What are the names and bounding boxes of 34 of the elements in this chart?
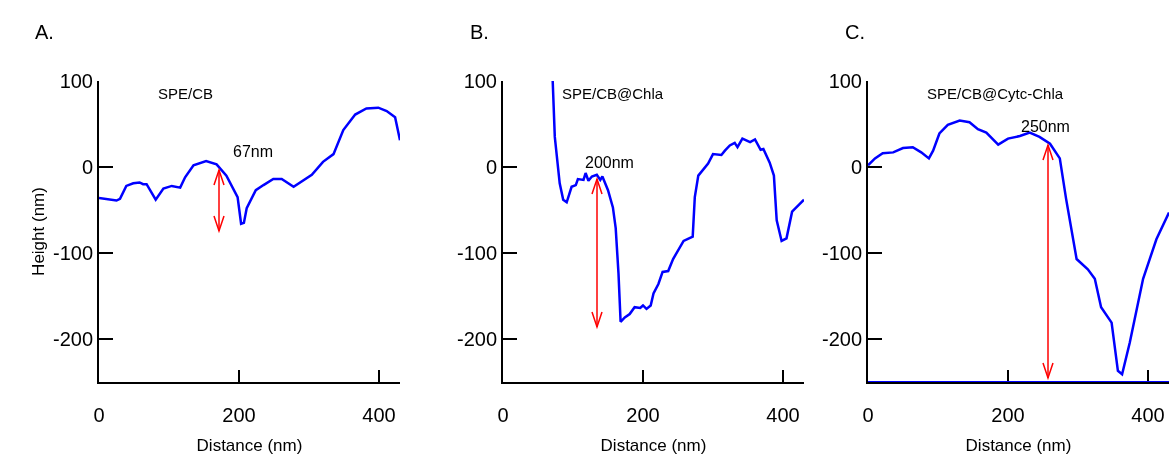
y-tick-label: 100 xyxy=(828,70,862,92)
annotation: SPE/CB xyxy=(158,85,214,102)
x-axis-title: Distance (nm) xyxy=(196,435,303,455)
x-tick-label: 200 xyxy=(991,404,1025,426)
annotation: 200nm xyxy=(585,154,634,171)
annotation: 250nm xyxy=(1021,118,1070,135)
x-tick-label: 200 xyxy=(222,404,256,426)
y-tick-label: 100 xyxy=(59,70,93,92)
line-series xyxy=(551,81,804,324)
y-tick-label: 0 xyxy=(81,156,93,178)
y-tick-label: -200 xyxy=(52,328,93,350)
chart-title: B. xyxy=(470,21,489,43)
x-tick-label: 400 xyxy=(766,404,800,426)
y-tick-label: -200 xyxy=(456,328,497,350)
line-series xyxy=(99,106,400,226)
y-tick-label: -200 xyxy=(821,328,862,350)
x-tick-label: 200 xyxy=(626,404,660,426)
y-tick-label: 0 xyxy=(485,156,497,178)
chart-title: A. xyxy=(35,21,54,43)
y-tick-label: -100 xyxy=(821,242,862,264)
y-axis-title: Height (nm) xyxy=(29,187,49,276)
y-tick-label: 100 xyxy=(463,70,497,92)
y-tick-label: -100 xyxy=(456,242,497,264)
annotation: SPE/CB@Cytc-Chla xyxy=(927,85,1064,102)
x-axis-title: Distance (nm) xyxy=(600,435,707,455)
x-axis-title: Distance (nm) xyxy=(965,435,1072,455)
annotation: SPE/CB@Chla xyxy=(562,85,664,102)
line-series xyxy=(868,119,1169,376)
x-tick-label: 400 xyxy=(362,404,396,426)
x-tick-label: 400 xyxy=(1131,404,1165,426)
y-tick-label: 0 xyxy=(850,156,862,178)
annotation: 67nm xyxy=(233,143,274,160)
chart-title: C. xyxy=(845,21,865,43)
y-tick-label: -100 xyxy=(52,242,93,264)
